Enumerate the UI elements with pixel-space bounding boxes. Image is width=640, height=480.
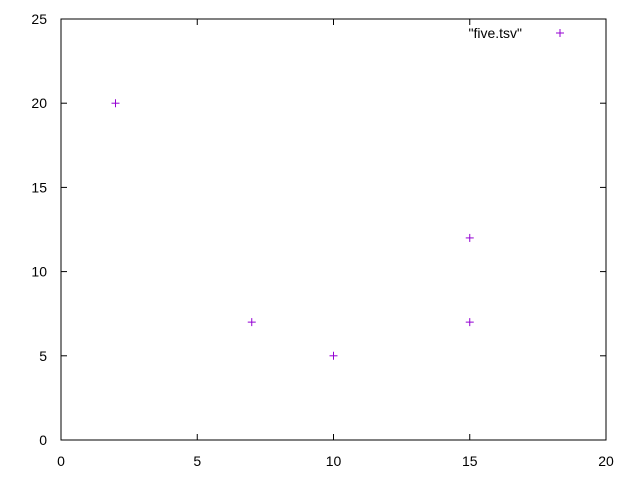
legend: "five.tsv" [468, 25, 564, 41]
data-point [247, 318, 256, 327]
y-tick-label: 10 [31, 264, 47, 280]
data-point [465, 318, 474, 327]
data-point [465, 233, 474, 242]
x-tick-label: 15 [462, 453, 478, 469]
x-tick-label: 10 [326, 453, 342, 469]
data-point [329, 351, 338, 360]
x-tick-label: 5 [193, 453, 201, 469]
y-tick-label: 20 [31, 95, 47, 111]
data-point [111, 99, 120, 108]
y-axis-ticks: 0 5 10 15 20 25 [31, 11, 606, 448]
y-tick-label: 0 [39, 432, 47, 448]
plot-frame [60, 18, 607, 441]
x-axis-ticks: 0 5 10 15 20 [57, 19, 614, 469]
y-tick-label: 15 [31, 179, 47, 195]
x-tick-label: 0 [57, 453, 65, 469]
x-tick-label: 20 [598, 453, 614, 469]
legend-label: "five.tsv" [468, 25, 522, 41]
y-tick-label: 5 [39, 348, 47, 364]
data-points [111, 99, 474, 360]
y-tick-label: 25 [31, 11, 47, 27]
